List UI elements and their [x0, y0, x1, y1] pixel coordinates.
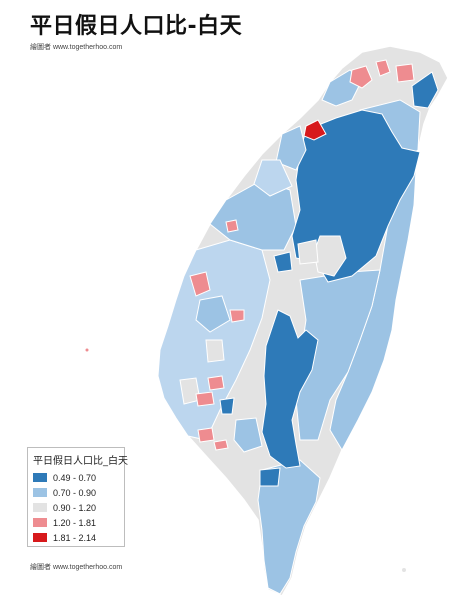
region-red-highest [303, 119, 327, 141]
credit-top: 繪圖者 www.togetherhoo.com [30, 44, 123, 51]
region-patch-1 [273, 251, 293, 273]
region-city-gray-3 [205, 339, 225, 363]
legend-label: 1.20 - 1.81 [53, 517, 97, 528]
region-patch-4 [259, 467, 281, 487]
legend-swatch [33, 473, 47, 482]
region-pink-taipei-3 [395, 63, 415, 83]
region-pink-tainan [195, 391, 215, 407]
region-pink-taipei-1 [349, 65, 373, 89]
island-east [402, 568, 406, 572]
region-central-mountains-south [261, 309, 319, 469]
legend-label: 0.49 - 0.70 [53, 472, 97, 483]
legend-swatch [33, 503, 47, 512]
island-west [85, 348, 89, 352]
region-pink-taipei-2 [375, 59, 391, 77]
region-patch-3 [219, 397, 235, 415]
region-taoyuan [275, 125, 307, 171]
legend-item: 1.20 - 1.81 [33, 515, 119, 530]
legend-item: 0.90 - 1.20 [33, 500, 119, 515]
legend-swatch [33, 518, 47, 527]
region-pink-west-1 [225, 219, 239, 233]
region-pink-west-2 [229, 309, 245, 323]
legend-item: 0.49 - 0.70 [33, 470, 119, 485]
region-patch-2 [411, 71, 439, 109]
region-pink-south [213, 439, 229, 451]
legend-swatch [33, 488, 47, 497]
region-south [257, 459, 321, 595]
legend-item: 0.70 - 0.90 [33, 485, 119, 500]
credit-bottom: 繪圖者 www.togetherhoo.com [30, 564, 123, 571]
region-pink-chiayi [207, 375, 225, 391]
map-legend: 平日假日人口比_白天 0.49 - 0.70 0.70 - 0.90 0.90 … [27, 447, 128, 547]
legend-title: 平日假日人口比_白天 [33, 456, 128, 467]
legend-label: 0.70 - 0.90 [53, 487, 97, 498]
legend-label: 1.81 - 2.14 [53, 532, 97, 543]
legend-swatch [33, 533, 47, 542]
region-pink-taichung [189, 271, 211, 297]
region-hsinchu [253, 159, 293, 197]
region-city-gray-1 [297, 239, 319, 265]
region-south-town [233, 417, 263, 453]
map-title: 平日假日人口比-白天 [30, 14, 243, 39]
region-west-town [195, 295, 231, 333]
legend-item: 1.81 - 2.14 [33, 530, 119, 545]
legend-label: 0.90 - 1.20 [53, 502, 97, 513]
region-pink-kaohsiung [197, 427, 215, 443]
